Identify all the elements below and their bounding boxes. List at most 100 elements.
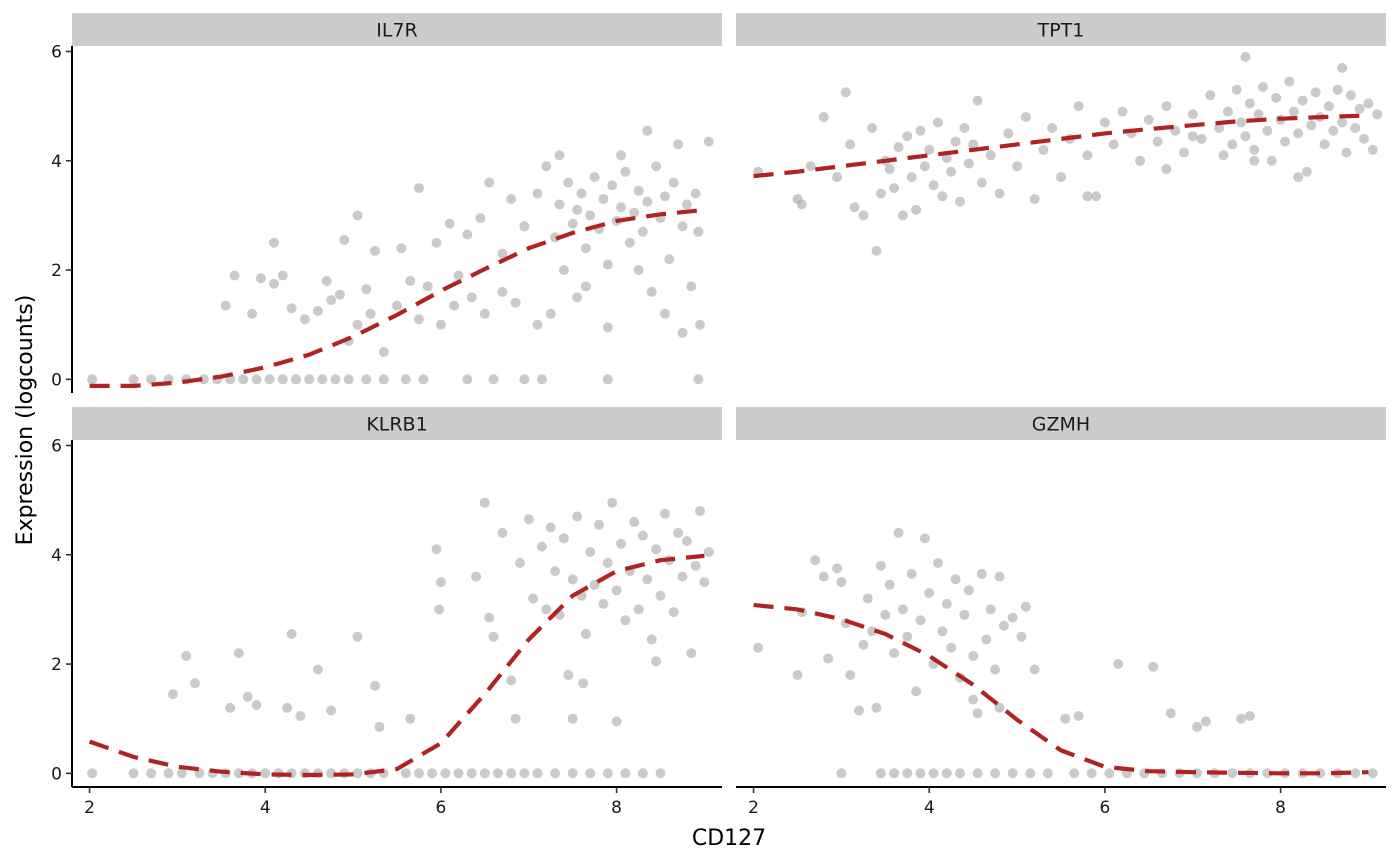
data-point	[607, 180, 618, 191]
data-point	[545, 308, 556, 319]
data-point	[924, 588, 935, 598]
data-point	[405, 276, 416, 286]
data-point	[462, 229, 473, 240]
data-point	[479, 308, 490, 319]
data-point	[1262, 768, 1273, 779]
data-point	[1020, 601, 1031, 612]
data-point	[1020, 112, 1031, 122]
data-point	[646, 634, 657, 645]
facet-strip	[736, 13, 1386, 46]
data-point	[378, 347, 389, 357]
data-point	[128, 768, 139, 779]
data-point	[919, 533, 930, 544]
data-point	[651, 544, 662, 555]
data-point	[1099, 117, 1110, 128]
data-point	[558, 533, 569, 544]
data-point	[146, 374, 157, 385]
data-point	[906, 172, 917, 183]
data-point	[532, 319, 543, 330]
data-point	[488, 374, 499, 385]
data-point	[823, 653, 834, 664]
data-point	[449, 300, 460, 311]
data-point	[361, 374, 372, 385]
data-point	[405, 713, 416, 724]
data-point	[1029, 664, 1040, 675]
data-point	[471, 571, 482, 582]
data-point	[990, 768, 1001, 779]
data-point	[690, 188, 701, 199]
data-point	[1187, 131, 1198, 142]
data-point	[1297, 95, 1308, 106]
data-point	[87, 768, 98, 779]
data-point	[1231, 84, 1242, 95]
facet-strip-label: KLRB1	[366, 414, 427, 436]
data-point	[1266, 155, 1277, 166]
data-point	[1306, 120, 1317, 131]
data-point	[1240, 131, 1251, 142]
data-point	[286, 629, 297, 639]
data-point	[497, 527, 508, 538]
data-point	[1240, 51, 1251, 62]
data-point	[233, 648, 244, 659]
data-point	[968, 139, 979, 150]
data-point	[1012, 161, 1023, 172]
data-point	[1354, 103, 1365, 114]
data-point	[1345, 90, 1356, 101]
data-point	[968, 694, 979, 705]
data-point	[796, 199, 807, 210]
data-point	[875, 188, 886, 199]
data-point	[594, 519, 604, 530]
data-point	[554, 199, 565, 210]
data-point	[928, 768, 939, 779]
data-point	[578, 678, 589, 689]
data-point	[1367, 768, 1378, 779]
data-point	[238, 374, 249, 385]
data-point	[563, 670, 574, 680]
data-point	[695, 506, 705, 516]
data-point	[602, 374, 613, 385]
data-point	[928, 180, 939, 191]
data-point	[580, 281, 591, 292]
data-point	[994, 571, 1005, 582]
data-point	[620, 166, 631, 177]
y-tick-label: 2	[51, 655, 62, 675]
data-point	[550, 566, 561, 577]
data-point	[422, 281, 433, 292]
data-point	[1165, 708, 1176, 719]
data-point	[616, 538, 626, 549]
data-point	[677, 327, 688, 338]
data-point	[1196, 133, 1207, 144]
data-point	[400, 768, 411, 779]
data-point	[484, 177, 495, 188]
facet-strip	[72, 407, 722, 440]
points-layer	[87, 497, 714, 779]
data-point	[1341, 147, 1352, 158]
data-point	[884, 164, 895, 174]
data-point	[299, 314, 310, 325]
data-point	[1293, 128, 1304, 139]
x-tick-label: 2	[84, 798, 95, 818]
data-point	[330, 374, 341, 385]
data-point	[915, 125, 926, 136]
y-tick-label: 6	[51, 42, 62, 62]
data-point	[1200, 716, 1211, 727]
facet-panel-il7r: IL7R 0 2 4 6	[51, 13, 722, 393]
data-point	[1108, 139, 1119, 150]
data-point	[536, 541, 547, 552]
facet-strip-label: GZMH	[1032, 414, 1090, 436]
trend-line	[753, 602, 1369, 776]
data-point	[251, 374, 262, 385]
data-point	[968, 650, 979, 661]
data-point	[277, 374, 288, 385]
data-point	[792, 670, 803, 680]
data-point	[225, 702, 236, 713]
data-point	[1337, 117, 1348, 128]
data-point	[334, 289, 345, 300]
data-point	[703, 136, 714, 147]
data-point	[915, 768, 926, 779]
data-point	[87, 374, 98, 385]
data-point	[602, 768, 613, 779]
data-point	[686, 648, 697, 659]
data-point	[431, 237, 442, 248]
data-point	[985, 150, 996, 161]
